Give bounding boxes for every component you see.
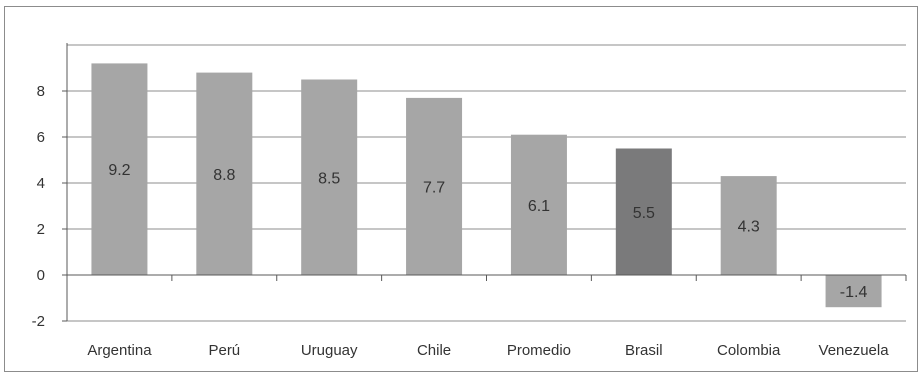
data-label: 4.3 [738,219,760,236]
y-tick-label: -2 [32,313,45,330]
x-tick-label: Perú [208,342,240,359]
bar-chart: 9.2 8.8 8.5 7.7 6.1 5.5 4.3 -1.4 -2 0 2 4 6 8 Argent… [32,43,907,359]
bar-per [196,72,253,275]
x-tick-label: Colombia [717,342,781,359]
bar-colombia [720,176,777,275]
data-labels: 9.2 8.8 8.5 7.7 6.1 5.5 4.3 -1.4 [108,162,867,301]
data-label: 8.8 [213,167,235,184]
x-tick-label: Argentina [87,342,152,359]
data-label: 9.2 [108,162,130,179]
x-tick-label: Brasil [625,342,663,359]
bar-argentina [91,63,148,276]
y-tick-label: 0 [37,267,45,284]
x-tick-label: Promedio [507,342,571,359]
data-label: 6.1 [528,198,550,215]
data-label: 7.7 [423,179,445,196]
bars [91,63,882,308]
data-label: 5.5 [633,205,655,222]
y-tick-label: 8 [37,83,45,100]
x-tick-label: Venezuela [819,342,890,359]
bar-chile [406,97,463,276]
x-tick-label: Chile [417,342,451,359]
bar-uruguay [301,79,358,275]
chart-frame: 9.2 8.8 8.5 7.7 6.1 5.5 4.3 -1.4 -2 0 2 4 6 8 Argent… [4,6,918,372]
y-tick-label: 2 [37,221,45,238]
bar-brasil [615,148,672,275]
data-label: -1.4 [840,284,868,301]
y-axis-ticks: -2 0 2 4 6 8 [32,83,67,330]
bar-promedio [510,134,567,275]
bar-venezuela [825,275,882,308]
data-label: 8.5 [318,170,340,187]
x-tick-label: Uruguay [301,342,358,359]
y-tick-label: 4 [37,175,45,192]
axes [66,43,907,321]
x-axis-ticks: Argentina Perú Uruguay Chile Promedio Brasil C… [87,342,889,359]
y-tick-label: 6 [37,129,45,146]
